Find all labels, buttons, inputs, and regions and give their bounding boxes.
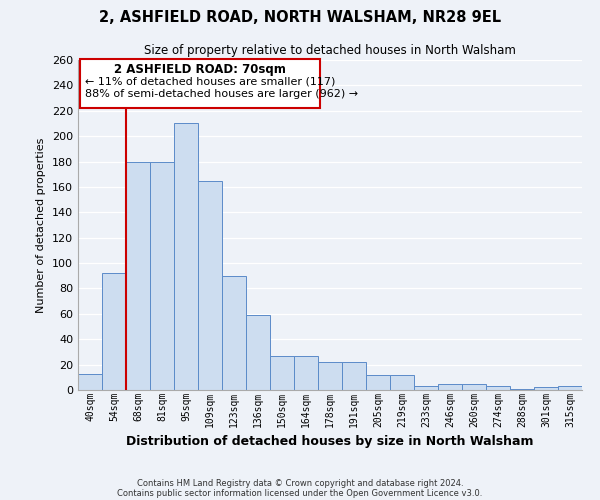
FancyBboxPatch shape — [80, 58, 320, 108]
Bar — [222, 276, 246, 390]
Bar — [366, 375, 390, 390]
Bar — [558, 386, 582, 390]
Bar — [414, 386, 438, 390]
Bar — [294, 356, 318, 390]
Bar — [126, 162, 150, 390]
Bar — [462, 384, 486, 390]
Bar — [150, 162, 174, 390]
Bar — [486, 386, 510, 390]
Bar — [246, 315, 270, 390]
Text: ← 11% of detached houses are smaller (117): ← 11% of detached houses are smaller (11… — [85, 76, 335, 86]
Bar — [342, 362, 366, 390]
Text: Contains public sector information licensed under the Open Government Licence v3: Contains public sector information licen… — [118, 488, 482, 498]
Bar — [318, 362, 342, 390]
Bar — [78, 374, 102, 390]
Text: 2, ASHFIELD ROAD, NORTH WALSHAM, NR28 9EL: 2, ASHFIELD ROAD, NORTH WALSHAM, NR28 9E… — [99, 10, 501, 25]
X-axis label: Distribution of detached houses by size in North Walsham: Distribution of detached houses by size … — [126, 435, 534, 448]
Bar — [510, 388, 534, 390]
Title: Size of property relative to detached houses in North Walsham: Size of property relative to detached ho… — [144, 44, 516, 58]
Bar — [174, 124, 198, 390]
Bar — [390, 375, 414, 390]
Text: 2 ASHFIELD ROAD: 70sqm: 2 ASHFIELD ROAD: 70sqm — [114, 62, 286, 76]
Text: 88% of semi-detached houses are larger (962) →: 88% of semi-detached houses are larger (… — [85, 89, 358, 99]
Bar — [270, 356, 294, 390]
Y-axis label: Number of detached properties: Number of detached properties — [37, 138, 46, 312]
Text: Contains HM Land Registry data © Crown copyright and database right 2024.: Contains HM Land Registry data © Crown c… — [137, 478, 463, 488]
Bar — [534, 388, 558, 390]
Bar — [438, 384, 462, 390]
Bar — [198, 180, 222, 390]
Bar — [102, 273, 126, 390]
